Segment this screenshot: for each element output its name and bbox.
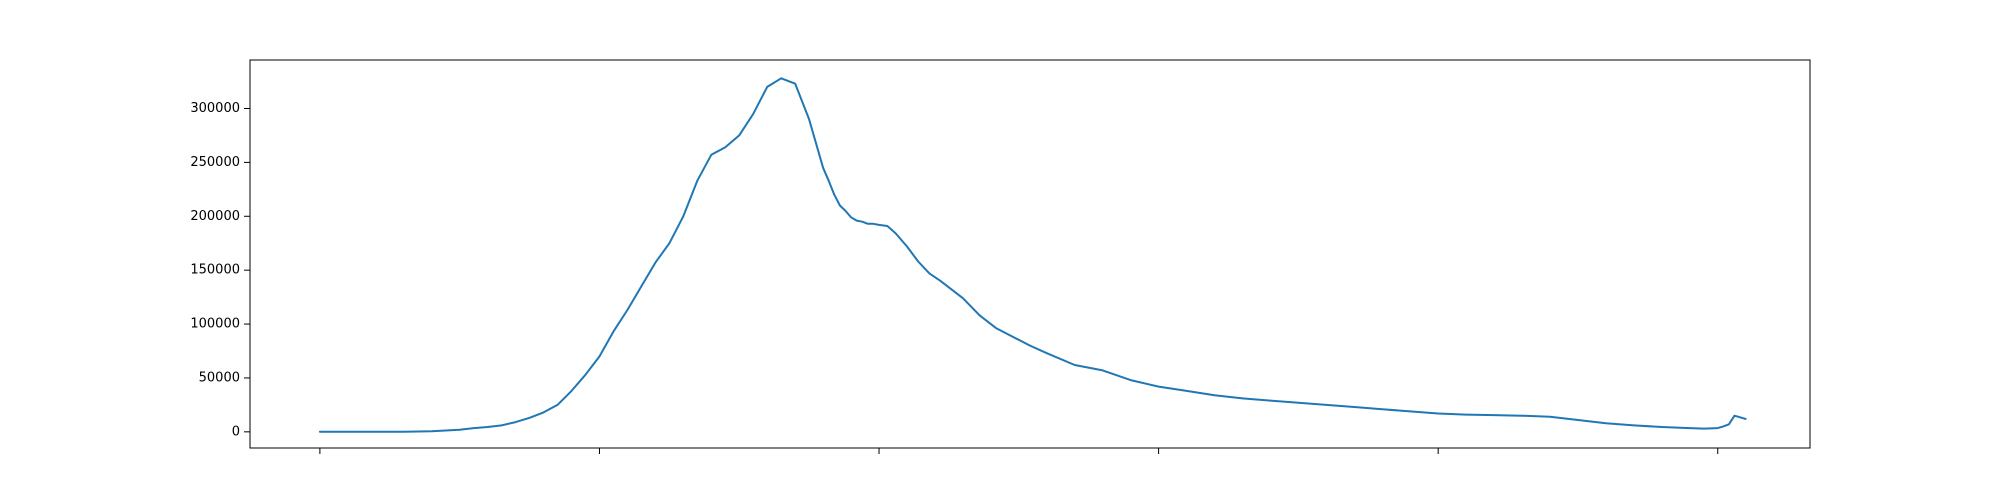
- plot-background: [250, 60, 1810, 448]
- series-layer: [318, 77, 1747, 433]
- y-tick-label: 200000: [190, 209, 240, 224]
- y-axis: 0 50000 100000 150000 200000 250000 300000: [190, 101, 250, 439]
- y-tick-label: 50000: [199, 370, 240, 385]
- y-tick-label: 250000: [190, 155, 240, 170]
- series-line: [318, 77, 1747, 433]
- y-tick-label: 0: [232, 424, 240, 439]
- y-tick-label: 300000: [190, 101, 240, 116]
- y-tick-label: 150000: [190, 263, 240, 278]
- plot-frame: [249, 59, 1811, 449]
- x-axis: [319, 448, 1719, 454]
- y-tick-label: 100000: [190, 317, 240, 332]
